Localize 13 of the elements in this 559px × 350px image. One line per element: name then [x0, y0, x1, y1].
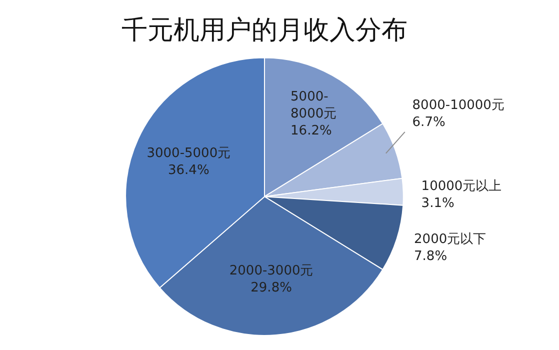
- slice-label: 2000-3000元: [229, 264, 314, 279]
- slice-label: 5000-8000元: [290, 89, 337, 122]
- data-label: 36.4%: [168, 162, 210, 178]
- data-label: 3.1%: [421, 196, 454, 212]
- slice-label: 3000-5000元: [146, 146, 231, 161]
- slice-label: 8000-10000元: [412, 98, 504, 113]
- chart-title: 千元机用户的月收入分布: [122, 15, 408, 46]
- slice-label: 10000元以上: [421, 179, 502, 194]
- data-label: 6.7%: [412, 114, 446, 130]
- slice-label: 2000元以下: [414, 232, 486, 248]
- data-label: 16.2%: [290, 123, 332, 138]
- data-label: 29.8%: [250, 280, 292, 296]
- data-label: 7.8%: [414, 249, 448, 264]
